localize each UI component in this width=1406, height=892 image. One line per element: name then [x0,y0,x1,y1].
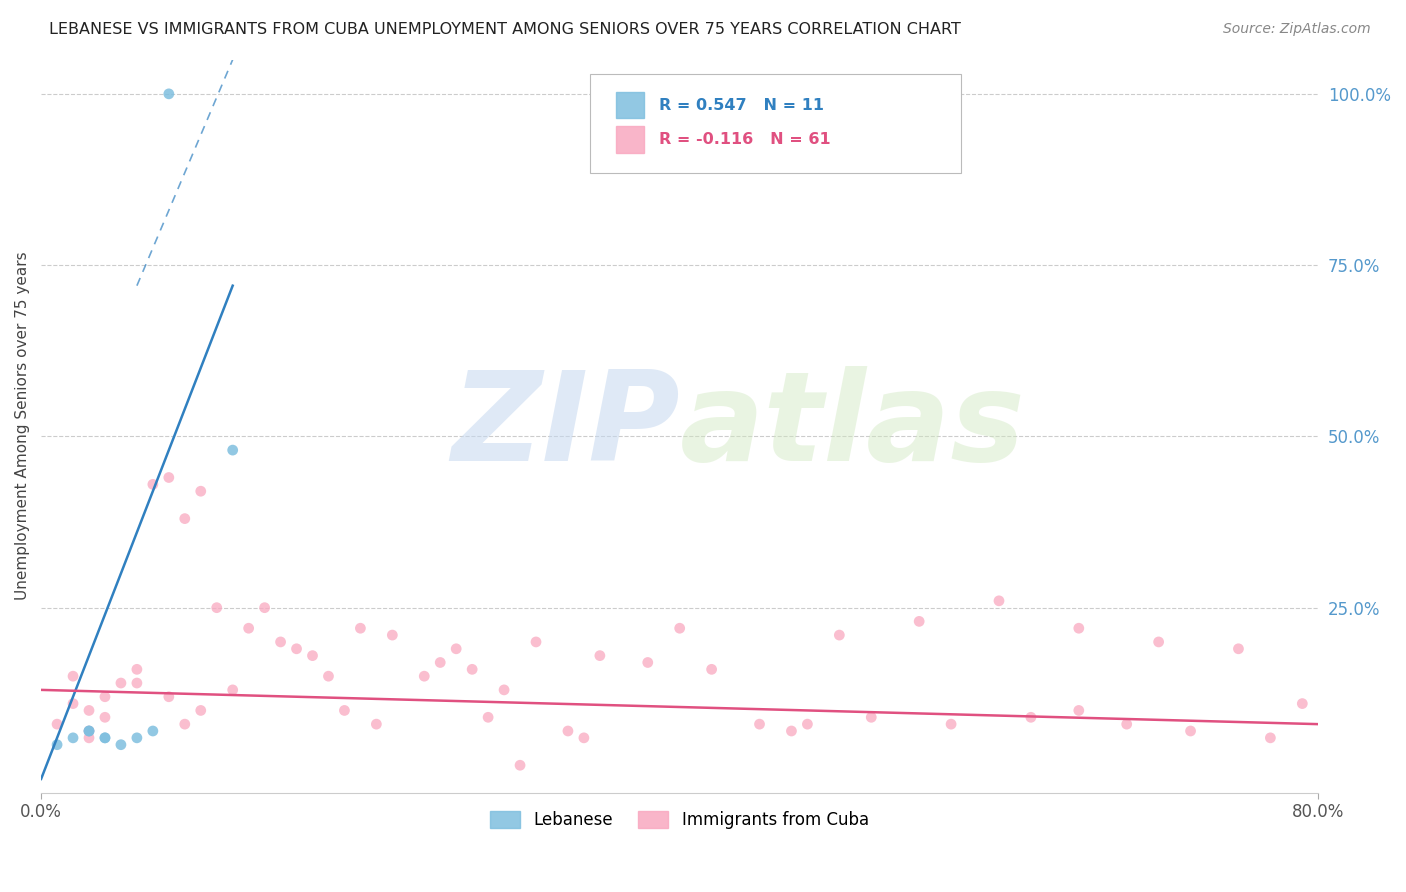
Point [939,717,962,731]
Point [285,641,308,656]
Point [221,682,243,697]
Bar [616,92,644,119]
Point [589,648,612,663]
Point [125,731,148,745]
Text: R = -0.116   N = 61: R = -0.116 N = 61 [659,132,831,147]
Point [205,600,228,615]
Point [1067,621,1090,635]
FancyBboxPatch shape [591,74,960,173]
Point [1067,703,1090,717]
Point [62,669,84,683]
Point [221,443,243,458]
Point [94,710,117,724]
Point [142,724,165,739]
Text: R = 0.547   N = 11: R = 0.547 N = 11 [659,97,824,112]
Point [700,662,723,676]
Point [46,738,69,752]
Point [301,648,323,663]
Point [780,724,803,739]
Point [77,724,100,739]
Point [828,628,851,642]
Point [524,635,547,649]
Point [461,662,484,676]
Point [125,662,148,676]
Text: LEBANESE VS IMMIGRANTS FROM CUBA UNEMPLOYMENT AMONG SENIORS OVER 75 YEARS CORREL: LEBANESE VS IMMIGRANTS FROM CUBA UNEMPLO… [49,22,962,37]
Point [1227,641,1250,656]
Point [1115,717,1137,731]
Point [77,703,100,717]
Point [173,717,195,731]
Point [444,641,467,656]
Point [908,615,931,629]
Text: ZIP: ZIP [451,366,679,487]
Point [748,717,770,731]
Point [1260,731,1282,745]
Point [77,724,100,739]
Point [988,594,1011,608]
Point [381,628,404,642]
Point [125,676,148,690]
Point [157,690,180,704]
Point [94,731,117,745]
Point [238,621,260,635]
Point [110,676,132,690]
Point [190,484,212,499]
Point [637,656,659,670]
Point [1180,724,1202,739]
Legend: Lebanese, Immigrants from Cuba: Lebanese, Immigrants from Cuba [484,804,876,836]
Point [62,697,84,711]
Point [318,669,340,683]
Text: Source: ZipAtlas.com: Source: ZipAtlas.com [1223,22,1371,37]
Point [429,656,451,670]
Point [494,682,516,697]
Point [366,717,388,731]
Point [173,511,195,525]
Point [860,710,883,724]
Point [46,717,69,731]
Point [1019,710,1042,724]
Point [142,477,165,491]
Y-axis label: Unemployment Among Seniors over 75 years: Unemployment Among Seniors over 75 years [15,252,30,600]
Text: atlas: atlas [679,366,1025,487]
Point [62,731,84,745]
Point [77,724,100,739]
Point [94,690,117,704]
Point [94,731,117,745]
Point [413,669,436,683]
Point [333,703,356,717]
Point [190,703,212,717]
Bar [616,127,644,153]
Point [253,600,276,615]
Point [349,621,371,635]
Point [157,470,180,484]
Point [1147,635,1170,649]
Point [509,758,531,772]
Point [796,717,818,731]
Point [1291,697,1313,711]
Point [572,731,595,745]
Point [77,731,100,745]
Point [270,635,292,649]
Point [110,738,132,752]
Point [477,710,499,724]
Point [157,87,180,101]
Point [557,724,579,739]
Point [668,621,690,635]
